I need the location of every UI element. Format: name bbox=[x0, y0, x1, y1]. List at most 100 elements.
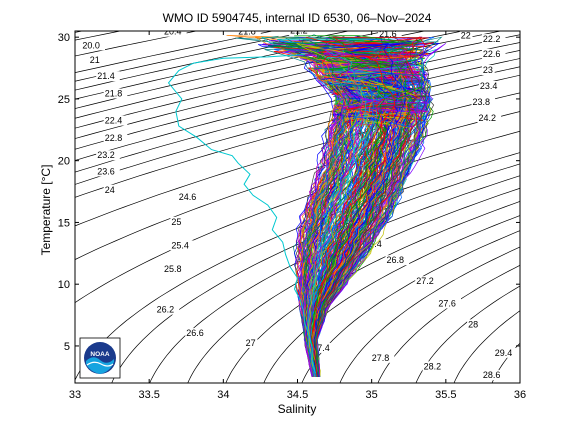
density-label-17: 22.8 bbox=[105, 133, 123, 143]
density-label-9: 23.4 bbox=[480, 81, 498, 91]
density-label-30: 28.2 bbox=[424, 361, 442, 371]
density-label-18: 23.2 bbox=[97, 150, 115, 160]
density-label-bg-17 bbox=[103, 132, 128, 143]
density-contour-12 bbox=[75, 34, 520, 139]
density-label-25: 26.2 bbox=[157, 305, 175, 315]
density-label-bg-23 bbox=[170, 240, 194, 251]
density-label-31: 28.6 bbox=[483, 370, 501, 380]
density-label-bg-34 bbox=[415, 276, 439, 287]
y-tick-label-2: 15 bbox=[58, 217, 70, 229]
density-label-34: 27.2 bbox=[416, 276, 434, 286]
density-label-14: 21.4 bbox=[97, 71, 115, 81]
density-contour-27 bbox=[301, 230, 520, 383]
x-tick-label-2: 34 bbox=[217, 389, 229, 401]
profile-line-297 bbox=[313, 42, 406, 377]
y-tick-label-5: 30 bbox=[58, 32, 70, 44]
density-label-29: 27.8 bbox=[372, 353, 390, 363]
profile-line-275 bbox=[305, 86, 404, 377]
density-contour-11 bbox=[75, 31, 503, 129]
density-contour-24 bbox=[187, 187, 520, 383]
density-label-bg-29 bbox=[370, 352, 395, 363]
profile-line-291 bbox=[308, 79, 416, 377]
density-label-bg-11 bbox=[477, 113, 502, 124]
density-label-bg-30 bbox=[422, 361, 447, 372]
density-label-bg-5 bbox=[459, 31, 473, 41]
profile-line-292 bbox=[314, 61, 427, 377]
density-label-5: 22 bbox=[461, 30, 471, 40]
density-label-8: 23 bbox=[483, 65, 493, 75]
x-tick-label-0: 33 bbox=[69, 389, 81, 401]
density-label-19: 23.6 bbox=[97, 166, 115, 176]
profile-line-259 bbox=[315, 92, 415, 377]
profile-line-299 bbox=[311, 55, 419, 377]
x-tick-label-4: 35 bbox=[366, 389, 378, 401]
density-label-11: 24.2 bbox=[479, 113, 497, 123]
highlight-series-line-0 bbox=[167, 54, 316, 374]
y-tick-label-1: 10 bbox=[58, 279, 70, 291]
density-label-bg-4 bbox=[378, 31, 402, 40]
density-label-bg-28 bbox=[311, 342, 335, 353]
x-tick-label-1: 33.5 bbox=[138, 389, 159, 401]
density-label-bg-10 bbox=[471, 97, 496, 108]
density-label-6: 22.2 bbox=[483, 34, 501, 44]
density-label-bg-9 bbox=[478, 81, 503, 91]
highlight-series bbox=[167, 54, 316, 374]
density-label-26: 26.6 bbox=[186, 328, 204, 338]
density-label-36: 28 bbox=[468, 319, 478, 329]
density-label-bg-27 bbox=[244, 337, 258, 348]
profile-line-244 bbox=[312, 49, 404, 377]
density-contour-18 bbox=[75, 92, 520, 227]
density-label-bg-20 bbox=[103, 184, 117, 195]
density-contour-10 bbox=[75, 31, 465, 119]
profile-line-273 bbox=[235, 35, 443, 377]
density-label-27: 27 bbox=[246, 338, 256, 348]
x-tick-label-6: 36 bbox=[514, 389, 526, 401]
density-label-bg-13 bbox=[88, 55, 102, 66]
profile-line-260 bbox=[281, 42, 428, 377]
density-label-bg-33 bbox=[385, 255, 410, 266]
profile-line-296 bbox=[309, 86, 407, 377]
noaa-logo-text: NOAA bbox=[90, 351, 109, 358]
density-contour-17 bbox=[75, 74, 520, 198]
density-label-bg-22 bbox=[170, 216, 184, 227]
density-label-7: 22.6 bbox=[483, 49, 501, 59]
density-contour-16 bbox=[75, 66, 520, 185]
density-contour-28 bbox=[339, 246, 520, 383]
density-label-bg-12 bbox=[81, 40, 105, 51]
y-tick-label-0: 5 bbox=[64, 341, 70, 353]
density-label-bg-6 bbox=[481, 34, 506, 45]
profile-line-280 bbox=[296, 43, 364, 377]
density-contour-25 bbox=[225, 201, 520, 383]
density-contour-labels: 20.420.821.821.221.62222.222.62323.423.8… bbox=[81, 30, 518, 381]
density-label-bg-26 bbox=[185, 328, 209, 339]
y-tick-label-3: 20 bbox=[58, 156, 70, 168]
y-tick-label-4: 25 bbox=[58, 94, 70, 106]
x-axis-ticks: 33 33.5 34 34.5 35 35.5 36 bbox=[69, 31, 526, 401]
density-label-12: 20.0 bbox=[82, 40, 100, 50]
density-label-35: 27.6 bbox=[438, 298, 456, 308]
density-contour-20 bbox=[75, 130, 520, 304]
density-label-20: 24 bbox=[105, 185, 115, 195]
density-label-24: 25.8 bbox=[164, 264, 182, 274]
density-label-bg-35 bbox=[437, 298, 461, 309]
density-label-bg-36 bbox=[467, 319, 480, 330]
density-label-22: 25 bbox=[171, 217, 181, 227]
profile-line-263 bbox=[313, 86, 403, 377]
density-label-bg-18 bbox=[96, 150, 120, 161]
density-label-bg-8 bbox=[481, 65, 495, 75]
density-label-13: 21 bbox=[90, 55, 100, 65]
density-label-bg-37 bbox=[493, 347, 518, 358]
profile-line-295 bbox=[315, 73, 423, 377]
density-label-28: 27.4 bbox=[312, 343, 330, 353]
x-tick-label-3: 34.5 bbox=[287, 389, 308, 401]
density-label-37: 29.4 bbox=[495, 348, 513, 358]
density-label-10: 23.8 bbox=[473, 97, 491, 107]
density-contour-8 bbox=[75, 31, 389, 100]
noaa-logo: NOAA bbox=[79, 337, 121, 379]
profile-line-274 bbox=[300, 96, 431, 377]
chart-title: WMO ID 5904745, internal ID 6530, 06–Nov… bbox=[163, 11, 432, 25]
density-label-bg-7 bbox=[481, 48, 506, 59]
y-axis-label: Temperature [°C] bbox=[39, 165, 53, 256]
plot-area bbox=[75, 31, 520, 383]
density-label-bg-16 bbox=[103, 115, 128, 126]
